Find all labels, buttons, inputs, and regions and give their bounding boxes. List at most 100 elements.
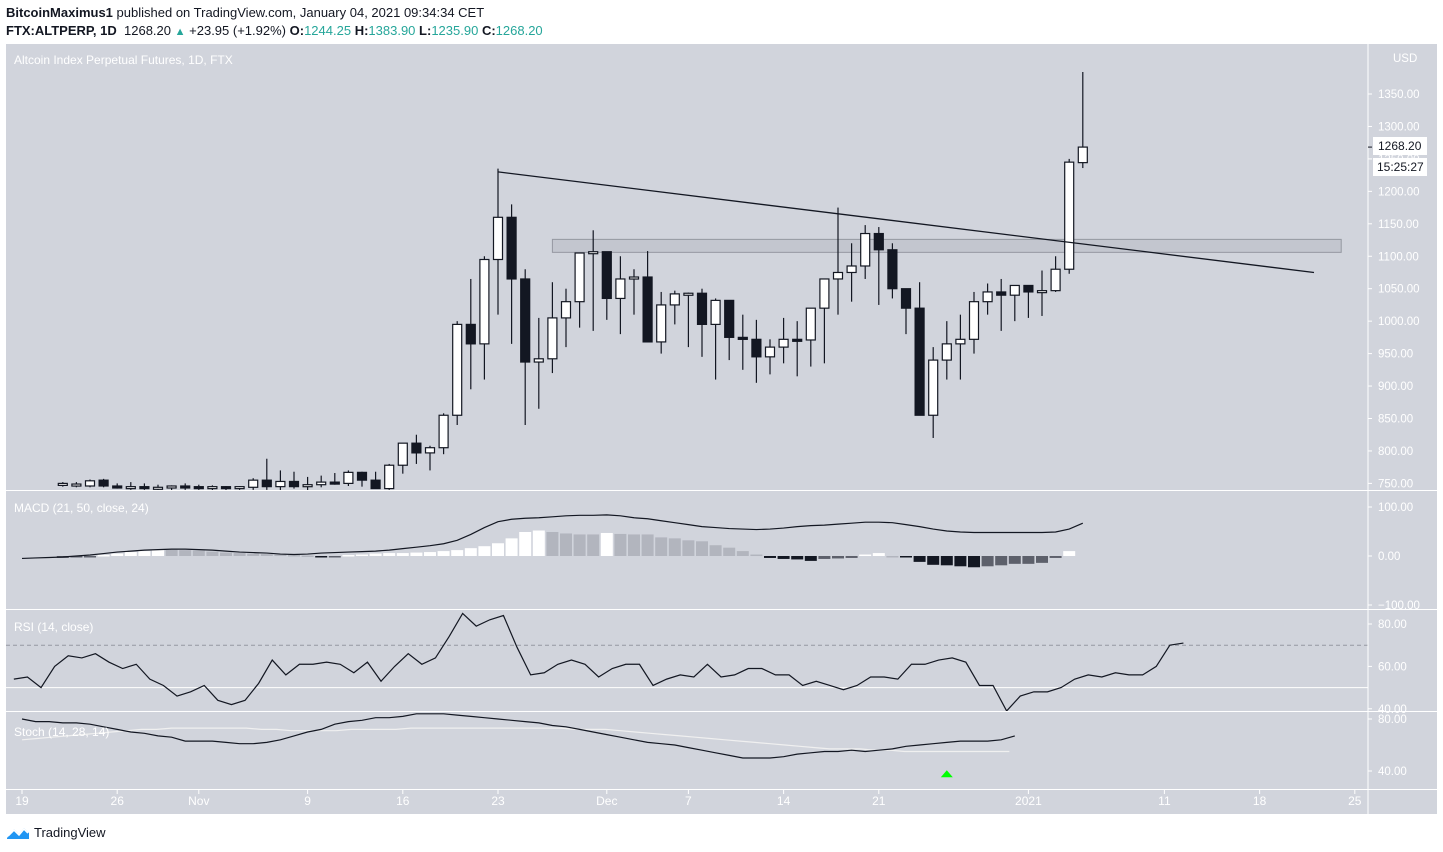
candle (465, 278, 476, 390)
candle (139, 483, 150, 490)
up-arrow-icon: ▲ (174, 26, 186, 38)
tradingview-logo-icon (7, 827, 29, 839)
price-pane-title: Altcoin Index Perpetual Futures, 1D, FTX (14, 53, 233, 67)
svg-text:1100.00: 1100.00 (1378, 251, 1419, 263)
candle (220, 485, 232, 490)
svg-text:23: 23 (491, 794, 505, 808)
tradingview-brand[interactable]: TradingView (34, 824, 106, 840)
candle (832, 207, 844, 315)
chart-canvas[interactable]: 1350.001300.001250.001200.001150.001100.… (0, 44, 1443, 816)
svg-text:80.00: 80.00 (1378, 714, 1407, 726)
svg-text:40.00: 40.00 (1378, 766, 1407, 778)
candle (370, 471, 381, 490)
symbol-label: FTX:ALTPERP, 1D (6, 23, 117, 38)
candle (656, 291, 667, 354)
candle (248, 478, 259, 490)
candle (207, 485, 218, 490)
stoch-d-line (21, 727, 1010, 753)
candle (384, 463, 395, 490)
candle (805, 307, 816, 367)
candle (71, 482, 82, 488)
candle (288, 471, 300, 489)
macd-line (21, 514, 1084, 560)
candle (343, 470, 354, 486)
candle (928, 347, 939, 438)
candle (316, 475, 327, 488)
candle (860, 225, 871, 279)
candle (778, 317, 789, 364)
author-name[interactable]: BitcoinMaximus1 (6, 5, 113, 20)
price-change: +23.95 (+1.92%) (189, 23, 286, 38)
candle (520, 269, 531, 425)
candle (275, 470, 286, 490)
stoch-pane-title: Stoch (14, 28, 14) (14, 725, 109, 739)
close-label: C: (481, 23, 496, 38)
svg-text:18: 18 (1253, 794, 1267, 808)
descending-trendline[interactable] (497, 171, 1315, 274)
svg-text:0.00: 0.00 (1378, 551, 1400, 563)
candle (1009, 284, 1020, 322)
candle (982, 283, 993, 315)
resistance-zone[interactable] (551, 238, 1342, 253)
currency-label: USD (1393, 53, 1417, 65)
macd-pane-title: MACD (21, 50, close, 24) (14, 501, 149, 515)
candle (588, 230, 599, 331)
stoch-pane[interactable] (21, 713, 1015, 778)
svg-text:Nov: Nov (188, 794, 209, 808)
candle (492, 168, 504, 315)
rsi-pane-title: RSI (14, close) (14, 620, 93, 634)
svg-text:1350.00: 1350.00 (1378, 89, 1420, 101)
close-value: 1268.20 (495, 23, 543, 38)
svg-text:25: 25 (1348, 794, 1362, 808)
svg-text:40.00: 40.00 (1378, 704, 1407, 716)
rsi-pane[interactable] (6, 612, 1368, 712)
candle (452, 321, 463, 425)
publish-header: BitcoinMaximus1 published on TradingView… (6, 4, 543, 41)
svg-text:100.00: 100.00 (1378, 502, 1413, 514)
candle (792, 321, 803, 377)
candle (737, 314, 748, 370)
candle (356, 471, 368, 487)
candle (180, 483, 191, 490)
candle (941, 321, 952, 380)
candle (628, 269, 640, 315)
candle (574, 252, 585, 328)
candle (560, 288, 572, 348)
high-label: H: (354, 23, 369, 38)
candle (1064, 158, 1075, 274)
svg-text:14: 14 (777, 794, 791, 808)
candle (438, 413, 449, 455)
candle (724, 299, 735, 361)
svg-text:60.00: 60.00 (1378, 661, 1407, 673)
candle (125, 482, 136, 490)
svg-text:19: 19 (15, 794, 29, 808)
candle (397, 442, 408, 474)
candle (955, 314, 966, 380)
candle (751, 319, 762, 383)
last-price: 1268.20 (124, 23, 171, 38)
high-value: 1383.90 (368, 23, 416, 38)
candle (914, 282, 925, 416)
candle (193, 484, 204, 490)
candle (411, 434, 422, 464)
candle (57, 482, 68, 487)
candle (669, 290, 680, 325)
candle (996, 278, 1007, 331)
open-value: 1244.25 (304, 23, 352, 38)
axes: 1350.001300.001250.001200.001150.001100.… (6, 44, 1437, 814)
macd-pane[interactable] (21, 514, 1084, 568)
candle (1077, 71, 1088, 169)
candle (302, 476, 313, 490)
svg-text:16: 16 (396, 794, 410, 808)
candle (642, 251, 653, 343)
candle (479, 256, 490, 380)
candle (683, 292, 694, 348)
last-price-tag (1373, 137, 1427, 155)
candle (819, 278, 830, 364)
candle (533, 317, 544, 409)
candle (329, 473, 340, 485)
candle (615, 256, 626, 335)
candle (710, 298, 721, 380)
price-pane[interactable] (57, 71, 1342, 492)
svg-text:1000.00: 1000.00 (1378, 316, 1420, 328)
